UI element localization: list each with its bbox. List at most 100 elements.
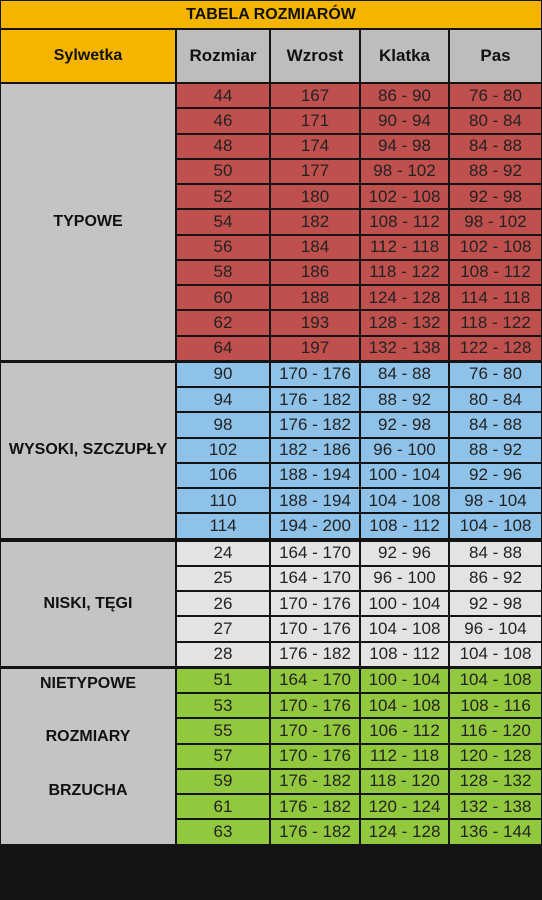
- cell-rozmiar: 60: [177, 286, 269, 310]
- cell-klatka: 100 - 104: [361, 668, 448, 692]
- cell-rozmiar: 50: [177, 159, 269, 183]
- cell-rozmiar: 24: [177, 541, 269, 565]
- cell-rozmiar: 59: [177, 769, 269, 793]
- cell-wzrost: 184: [271, 235, 359, 259]
- cell-rozmiar: 90: [177, 362, 269, 386]
- table-title: TABELA ROZMIARÓW: [1, 1, 541, 28]
- cell-klatka: 96 - 100: [361, 438, 448, 462]
- cell-klatka: 104 - 108: [361, 617, 448, 641]
- cell-rozmiar: 51: [177, 668, 269, 692]
- cell-wzrost: 170 - 176: [271, 719, 359, 743]
- cell-klatka: 132 - 138: [361, 336, 448, 360]
- cell-wzrost: 177: [271, 159, 359, 183]
- group-label-line: BRZUCHA: [48, 781, 128, 799]
- cell-pas: 92 - 98: [450, 592, 541, 616]
- cell-wzrost: 176 - 182: [271, 820, 359, 844]
- cell-klatka: 88 - 92: [361, 388, 448, 412]
- header-pas: Pas: [450, 30, 541, 82]
- cell-pas: 76 - 80: [450, 84, 541, 108]
- cell-wzrost: 197: [271, 336, 359, 360]
- cell-wzrost: 176 - 182: [271, 795, 359, 819]
- cell-klatka: 98 - 102: [361, 159, 448, 183]
- cell-klatka: 120 - 124: [361, 795, 448, 819]
- header-sylwetka: Sylwetka: [1, 30, 175, 82]
- cell-rozmiar: 64: [177, 336, 269, 360]
- cell-wzrost: 164 - 170: [271, 541, 359, 565]
- group-label: TYPOWE: [1, 84, 175, 360]
- cell-wzrost: 176 - 182: [271, 388, 359, 412]
- cell-pas: 122 - 128: [450, 336, 541, 360]
- header-rozmiar: Rozmiar: [177, 30, 269, 82]
- cell-klatka: 94 - 98: [361, 134, 448, 158]
- header-klatka: Klatka: [361, 30, 448, 82]
- group-label-line: NIETYPOWE: [39, 674, 136, 692]
- cell-rozmiar: 55: [177, 719, 269, 743]
- cell-rozmiar: 48: [177, 134, 269, 158]
- cell-pas: 108 - 116: [450, 694, 541, 718]
- group-label: WYSOKI, SZCZUPŁY: [1, 362, 175, 538]
- cell-klatka: 106 - 112: [361, 719, 448, 743]
- cell-klatka: 86 - 90: [361, 84, 448, 108]
- group-label-line: TYPOWE: [53, 212, 123, 230]
- cell-pas: 86 - 92: [450, 566, 541, 590]
- group-label-line: WYSOKI, SZCZUPŁY: [8, 441, 168, 459]
- cell-rozmiar: 56: [177, 235, 269, 259]
- cell-klatka: 100 - 104: [361, 463, 448, 487]
- cell-pas: 108 - 112: [450, 260, 541, 284]
- cell-pas: 114 - 118: [450, 286, 541, 310]
- cell-pas: 98 - 104: [450, 489, 541, 513]
- cell-pas: 120 - 128: [450, 744, 541, 768]
- cell-rozmiar: 27: [177, 617, 269, 641]
- cell-wzrost: 188: [271, 286, 359, 310]
- cell-wzrost: 170 - 176: [271, 694, 359, 718]
- cell-wzrost: 170 - 176: [271, 592, 359, 616]
- group-label: NISKI, TĘGI: [1, 541, 175, 666]
- cell-klatka: 100 - 104: [361, 592, 448, 616]
- cell-rozmiar: 52: [177, 185, 269, 209]
- cell-wzrost: 180: [271, 185, 359, 209]
- cell-wzrost: 176 - 182: [271, 769, 359, 793]
- cell-pas: 80 - 84: [450, 388, 541, 412]
- cell-pas: 92 - 98: [450, 185, 541, 209]
- cell-klatka: 104 - 108: [361, 489, 448, 513]
- cell-rozmiar: 53: [177, 694, 269, 718]
- group-label: NIETYPOWE ROZMIARY BRZUCHA: [1, 668, 175, 844]
- cell-rozmiar: 61: [177, 795, 269, 819]
- cell-rozmiar: 62: [177, 311, 269, 335]
- cell-pas: 132 - 138: [450, 795, 541, 819]
- cell-wzrost: 170 - 176: [271, 617, 359, 641]
- cell-pas: 104 - 108: [450, 514, 541, 538]
- cell-pas: 80 - 84: [450, 109, 541, 133]
- cell-klatka: 84 - 88: [361, 362, 448, 386]
- cell-klatka: 92 - 98: [361, 413, 448, 437]
- cell-wzrost: 186: [271, 260, 359, 284]
- cell-rozmiar: 57: [177, 744, 269, 768]
- cell-pas: 92 - 96: [450, 463, 541, 487]
- cell-pas: 98 - 102: [450, 210, 541, 234]
- cell-wzrost: 171: [271, 109, 359, 133]
- cell-klatka: 102 - 108: [361, 185, 448, 209]
- cell-rozmiar: 114: [177, 514, 269, 538]
- header-wzrost: Wzrost: [271, 30, 359, 82]
- cell-wzrost: 182: [271, 210, 359, 234]
- cell-wzrost: 164 - 170: [271, 668, 359, 692]
- cell-wzrost: 174: [271, 134, 359, 158]
- cell-rozmiar: 58: [177, 260, 269, 284]
- group-label-line: NISKI, TĘGI: [43, 594, 133, 612]
- cell-pas: 136 - 144: [450, 820, 541, 844]
- cell-wzrost: 167: [271, 84, 359, 108]
- cell-klatka: 124 - 128: [361, 820, 448, 844]
- cell-klatka: 118 - 122: [361, 260, 448, 284]
- cell-wzrost: 182 - 186: [271, 438, 359, 462]
- cell-klatka: 112 - 118: [361, 744, 448, 768]
- cell-rozmiar: 110: [177, 489, 269, 513]
- cell-klatka: 108 - 112: [361, 514, 448, 538]
- cell-rozmiar: 106: [177, 463, 269, 487]
- cell-rozmiar: 25: [177, 566, 269, 590]
- cell-pas: 84 - 88: [450, 134, 541, 158]
- cell-klatka: 128 - 132: [361, 311, 448, 335]
- cell-pas: 84 - 88: [450, 413, 541, 437]
- cell-pas: 76 - 80: [450, 362, 541, 386]
- cell-pas: 104 - 108: [450, 668, 541, 692]
